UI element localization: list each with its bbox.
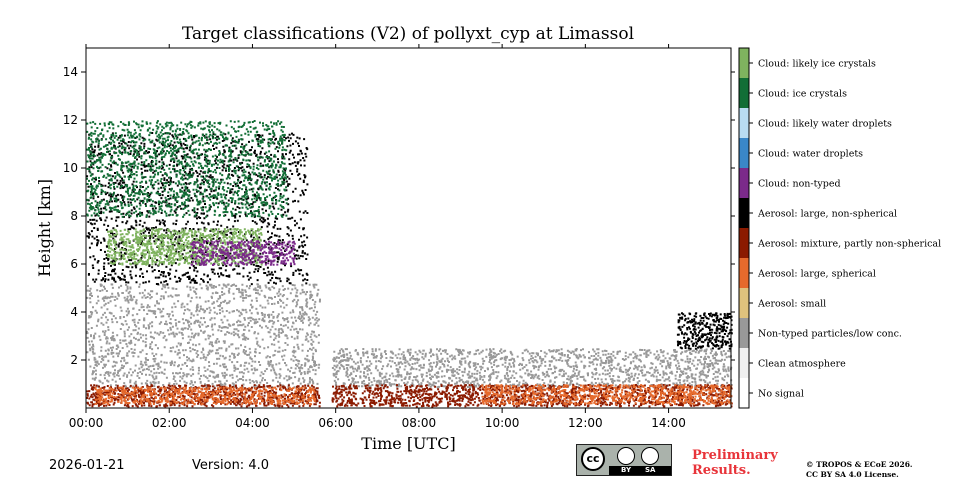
region-cloud-ice-crystals-7 xyxy=(86,120,288,218)
colorbar-label: Cloud: non-typed xyxy=(758,179,841,190)
measurement-date: 2026-01-21 xyxy=(49,458,125,473)
cc-license-badge[interactable]: cc BY SA xyxy=(576,444,672,476)
preliminary-line-1: Preliminary xyxy=(692,448,778,463)
colorbar-swatch xyxy=(739,138,749,168)
colorbar-swatch xyxy=(739,108,749,138)
x-axis-label: Time [UTC] xyxy=(361,434,455,453)
plot-frame xyxy=(85,47,732,409)
preliminary-results-note: Preliminary Results. xyxy=(692,448,778,478)
region-non-typed-particles-low-conc--0 xyxy=(86,283,321,389)
x-tick-label: 02:00 xyxy=(152,416,187,430)
version-label: Version: 4.0 xyxy=(192,458,269,473)
region-aerosol-large-spherical-3 xyxy=(94,386,317,406)
colorbar-label: Cloud: ice crystals xyxy=(758,89,847,100)
region-aerosol-large-non-spherical-6 xyxy=(86,132,309,286)
colorbar-label: Cloud: water droplets xyxy=(758,149,863,160)
region-speckle xyxy=(190,240,296,266)
colorbar-swatch xyxy=(739,198,749,228)
colorbar-label: No signal xyxy=(758,389,804,400)
colorbar-label: Aerosol: small xyxy=(757,299,826,310)
y-tick-label: 2 xyxy=(70,353,78,367)
copyright-note: © TROPOS & ECoE 2026. CC BY SA 4.0 Licen… xyxy=(806,460,913,480)
colorbar-label: Cloud: likely water droplets xyxy=(758,119,892,130)
colorbar-frame xyxy=(738,47,750,409)
y-tick-label: 8 xyxy=(70,209,78,223)
colorbar-swatch xyxy=(739,378,749,408)
region-speckle xyxy=(86,120,288,218)
region-aerosol-large-non-spherical-10 xyxy=(676,312,733,350)
cc-by-label: BY xyxy=(621,466,632,474)
colorbar-swatch xyxy=(739,288,749,318)
colorbar-swatch xyxy=(739,318,749,348)
attribution-icon xyxy=(617,447,635,465)
colorbar-swatch xyxy=(739,228,749,258)
cc-icon: cc xyxy=(581,447,605,471)
colorbar-label: Aerosol: large, spherical xyxy=(757,269,876,280)
colorbar-swatch xyxy=(739,168,749,198)
x-tick-label: 12:00 xyxy=(568,416,603,430)
region-speckle xyxy=(481,384,733,406)
y-tick-label: 14 xyxy=(63,65,78,79)
region-cloud-likely-ice-crystals-8 xyxy=(106,228,263,266)
region-speckle xyxy=(86,132,309,286)
copyright-line-1: © TROPOS & ECoE 2026. xyxy=(806,460,913,469)
copyright-line-2: CC BY SA 4.0 License. xyxy=(806,470,899,479)
region-speckle xyxy=(86,283,321,389)
region-speckle xyxy=(676,312,733,350)
y-axis-label: Height [km] xyxy=(35,179,54,277)
colorbar-label: Non-typed particles/low conc. xyxy=(758,329,902,340)
colorbar-swatch xyxy=(739,258,749,288)
region-speckle xyxy=(331,348,733,389)
colorbar-swatch xyxy=(739,48,749,78)
x-tick-label: 14:00 xyxy=(651,416,686,430)
colorbar-swatch xyxy=(739,348,749,378)
colorbar-label: Cloud: likely ice crystals xyxy=(758,59,876,70)
x-tick-label: 08:00 xyxy=(402,416,437,430)
colorbar-label: Aerosol: large, non-spherical xyxy=(757,209,897,220)
preliminary-line-2: Results. xyxy=(692,463,751,478)
region-aerosol-large-spherical-5 xyxy=(481,384,733,406)
colorbar-swatch xyxy=(739,78,749,108)
y-tick-label: 4 xyxy=(70,305,78,319)
x-tick-label: 04:00 xyxy=(235,416,270,430)
share-alike-icon xyxy=(641,447,659,465)
region-cloud-non-typed-9 xyxy=(190,240,296,266)
y-tick-label: 10 xyxy=(63,161,78,175)
y-tick-label: 12 xyxy=(63,113,78,127)
cc-strip: BY SA xyxy=(609,466,671,475)
x-tick-label: 06:00 xyxy=(318,416,353,430)
y-tick-label: 6 xyxy=(70,257,78,271)
region-non-typed-particles-low-conc--1 xyxy=(331,348,733,389)
chart-title: Target classifications (V2) of pollyxt_c… xyxy=(181,24,635,44)
x-tick-label: 00:00 xyxy=(69,416,104,430)
x-tick-label: 10:00 xyxy=(485,416,520,430)
region-speckle xyxy=(106,228,263,266)
region-speckle xyxy=(94,386,317,406)
colorbar-label: Aerosol: mixture, partly non-spherical xyxy=(757,239,941,250)
colorbar-label: Clean atmosphere xyxy=(758,359,846,370)
cc-sa-label: SA xyxy=(645,466,656,474)
